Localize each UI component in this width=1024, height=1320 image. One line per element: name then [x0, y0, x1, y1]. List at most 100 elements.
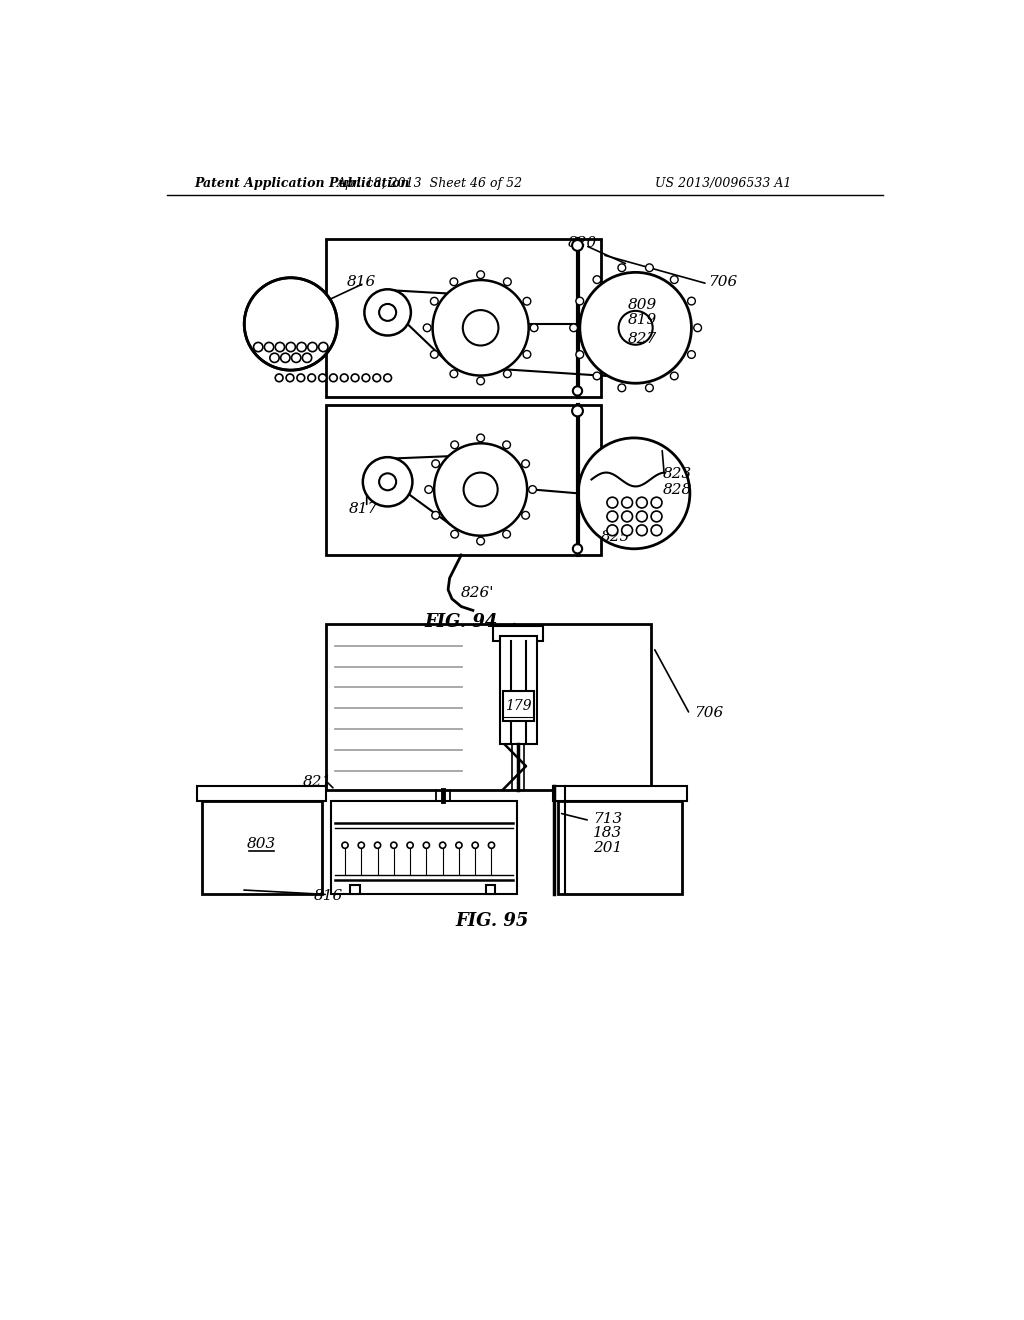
Circle shape: [451, 531, 459, 539]
Circle shape: [636, 511, 647, 521]
Text: 819: 819: [628, 313, 657, 327]
Circle shape: [622, 511, 633, 521]
Circle shape: [671, 276, 678, 284]
Circle shape: [671, 372, 678, 380]
Bar: [486, 884, 496, 894]
Text: 823: 823: [663, 467, 692, 480]
Circle shape: [530, 323, 538, 331]
Text: 803: 803: [247, 837, 275, 850]
Text: 828: 828: [663, 483, 692, 496]
Circle shape: [391, 842, 397, 849]
Circle shape: [434, 444, 527, 536]
Circle shape: [384, 374, 391, 381]
Bar: [197, 785, 327, 801]
Bar: [331, 801, 517, 894]
Circle shape: [477, 271, 484, 279]
Circle shape: [607, 498, 617, 508]
Circle shape: [504, 279, 511, 285]
Text: 825: 825: [601, 531, 630, 544]
Circle shape: [636, 525, 647, 536]
Bar: [558, 801, 682, 894]
Bar: [494, 626, 543, 642]
Circle shape: [340, 374, 348, 381]
Circle shape: [297, 342, 306, 351]
Circle shape: [607, 511, 617, 521]
Text: 201: 201: [593, 841, 623, 854]
Circle shape: [645, 264, 653, 272]
Circle shape: [651, 498, 662, 508]
Circle shape: [572, 544, 583, 553]
Text: 809: 809: [628, 298, 657, 312]
Circle shape: [362, 457, 413, 507]
Circle shape: [651, 511, 662, 521]
Bar: [503, 692, 534, 721]
Circle shape: [593, 372, 601, 380]
Circle shape: [423, 842, 429, 849]
Text: 183: 183: [593, 826, 623, 840]
Bar: [350, 884, 359, 894]
Circle shape: [450, 370, 458, 378]
Circle shape: [645, 384, 653, 392]
Text: 817: 817: [349, 502, 378, 516]
Circle shape: [286, 374, 294, 381]
Text: Apr. 18, 2013  Sheet 46 of 52: Apr. 18, 2013 Sheet 46 of 52: [337, 177, 523, 190]
Circle shape: [425, 486, 432, 494]
Circle shape: [687, 351, 695, 358]
Circle shape: [358, 842, 365, 849]
Text: 706: 706: [708, 275, 737, 289]
Circle shape: [521, 459, 529, 467]
Circle shape: [572, 405, 583, 416]
Circle shape: [503, 441, 510, 449]
Circle shape: [456, 842, 462, 849]
Text: 827: 827: [628, 333, 657, 346]
Circle shape: [423, 323, 431, 331]
Circle shape: [575, 351, 584, 358]
Circle shape: [472, 842, 478, 849]
Circle shape: [579, 438, 690, 549]
Circle shape: [342, 842, 348, 849]
Text: 179: 179: [505, 698, 531, 713]
Bar: [202, 801, 322, 894]
Text: 814: 814: [453, 335, 482, 348]
Circle shape: [504, 370, 511, 378]
Circle shape: [528, 486, 537, 494]
Circle shape: [275, 342, 285, 351]
Circle shape: [651, 525, 662, 536]
Circle shape: [572, 240, 583, 251]
Circle shape: [636, 498, 647, 508]
Circle shape: [503, 531, 510, 539]
Bar: [326, 239, 601, 397]
Circle shape: [439, 842, 445, 849]
Circle shape: [477, 434, 484, 442]
Circle shape: [572, 387, 583, 396]
Circle shape: [407, 842, 414, 849]
Text: 821: 821: [302, 775, 332, 789]
Bar: [554, 785, 687, 801]
Circle shape: [318, 374, 327, 381]
Circle shape: [430, 351, 438, 358]
Circle shape: [375, 842, 381, 849]
Circle shape: [607, 525, 617, 536]
Text: 713: 713: [593, 812, 623, 826]
Circle shape: [593, 276, 601, 284]
Circle shape: [477, 378, 484, 385]
Circle shape: [351, 374, 359, 381]
Circle shape: [292, 354, 301, 363]
Circle shape: [245, 277, 337, 370]
Circle shape: [430, 297, 438, 305]
Circle shape: [308, 374, 315, 381]
Circle shape: [264, 342, 273, 351]
Circle shape: [523, 297, 530, 305]
Circle shape: [693, 323, 701, 331]
Circle shape: [362, 374, 370, 381]
Circle shape: [523, 351, 530, 358]
Circle shape: [330, 374, 337, 381]
Circle shape: [373, 374, 381, 381]
Bar: [326, 624, 651, 789]
Circle shape: [521, 511, 529, 519]
Text: FIG. 94: FIG. 94: [425, 612, 498, 631]
Circle shape: [617, 264, 626, 272]
Circle shape: [580, 272, 691, 383]
Text: US 2013/0096533 A1: US 2013/0096533 A1: [655, 177, 792, 190]
Circle shape: [270, 354, 280, 363]
